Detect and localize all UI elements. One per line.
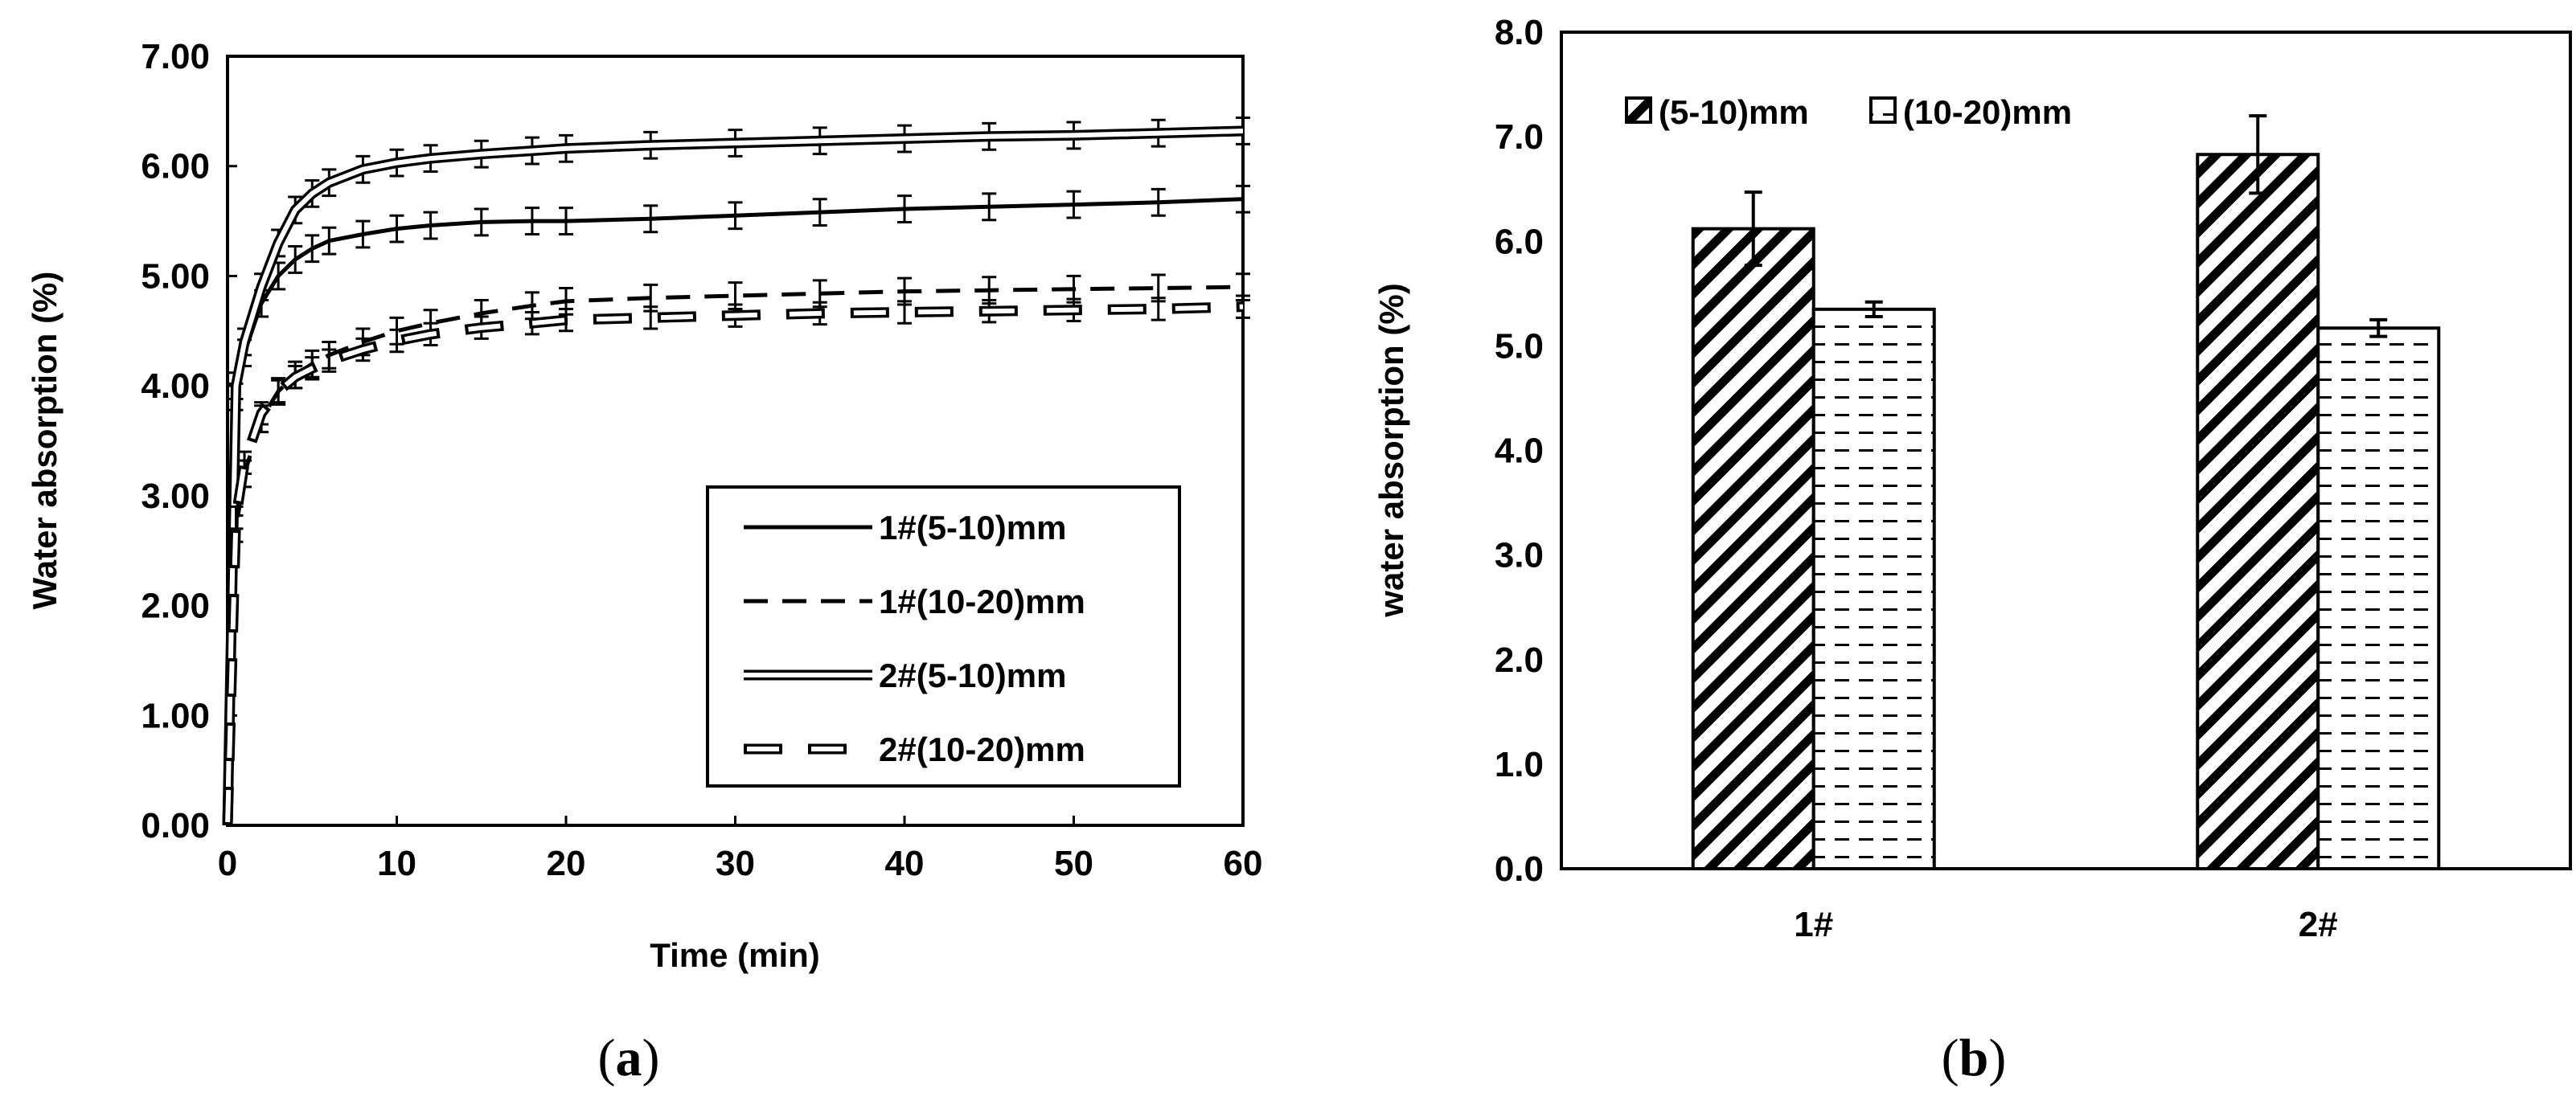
x-tick-label-a: 50 [1054, 844, 1093, 883]
x-tick-label-a: 40 [885, 844, 925, 883]
y-tick-label-b: 0.0 [1495, 849, 1544, 889]
y-tick-label-b: 1.0 [1495, 745, 1544, 784]
y-tick-label-a: 1.00 [141, 696, 210, 735]
x-tick-label-a: 30 [716, 844, 755, 883]
y-axis-title-a: Water absorption (%) [26, 272, 64, 610]
x-tick-label-a: 10 [377, 844, 416, 883]
y-tick-label-a: 7.00 [141, 37, 210, 76]
y-tick-labels-b: 0.0 1.0 2.0 3.0 4.0 5.0 6.0 7.0 8.0 [1495, 13, 1544, 889]
y-tick-label-a: 2.00 [141, 587, 210, 626]
y-tick-label-a: 5.00 [141, 256, 210, 296]
legend-box-a [706, 485, 1181, 788]
y-tick-label-b: 8.0 [1495, 13, 1544, 52]
legend-label-2-5-10: 2#(5-10)mm [879, 657, 1066, 694]
bars-group-b [1691, 114, 2441, 871]
x-tick-label-a: 60 [1224, 844, 1263, 883]
legend-label-10-20: (10-20)mm [1903, 93, 2072, 131]
series-2#(10-20)mm [222, 294, 1250, 826]
y-tick-label-a: 3.00 [141, 477, 210, 516]
caption-a: (a) [598, 1029, 660, 1087]
y-tick-label-b: 4.0 [1495, 432, 1544, 471]
series-line [225, 284, 1244, 826]
series-line [225, 197, 1244, 826]
legend-a: 1#(5-10)mm 1#(10-20)mm 2#(5-10)mm 2#(10-… [706, 485, 1181, 788]
y-tick-label-b: 2.0 [1495, 640, 1544, 680]
legend-label-5-10: (5-10)mm [1659, 93, 1809, 131]
caption-b: (b) [1942, 1029, 2007, 1087]
series-2#(5-10)mm [222, 117, 1250, 826]
y-tick-label-b: 3.0 [1495, 536, 1544, 575]
legend-label-1-10-20: 1#(10-20)mm [879, 583, 1085, 620]
x-tick-labels-b: 1# 2# [1794, 905, 2337, 944]
legend-b: (5-10)mm (10-20)mm [1625, 93, 2072, 131]
y-tick-label-a: 4.00 [141, 366, 210, 406]
series-line-inner [225, 129, 1244, 826]
series-group-a [222, 117, 1250, 826]
bar-(10-20)mm-2# [2316, 326, 2441, 871]
series-line-inner [225, 304, 1244, 826]
bar-(5-10)mm-1# [1691, 227, 1815, 870]
y-tick-labels-a: 0.00 1.00 2.00 3.00 4.00 5.00 6.00 7.00 [141, 37, 210, 845]
x-tick-label-a: 0 [218, 844, 237, 883]
x-tick-label-b: 2# [2299, 905, 2338, 944]
line-chart-panel-a: 0.00 1.00 2.00 3.00 4.00 5.00 6.00 7.00 0 10 20 30… [26, 37, 1262, 1087]
bar-(5-10)mm-2# [2196, 153, 2320, 870]
x-tick-labels-a: 0 10 20 30 40 50 60 [218, 844, 1263, 883]
legend-swatch-10-20 [1869, 96, 1897, 124]
legend-label-1-5-10: 1#(5-10)mm [879, 509, 1066, 546]
x-tick-label-b: 1# [1794, 905, 1833, 944]
x-axis-title-a: Time (min) [650, 936, 820, 974]
y-tick-label-b: 5.0 [1495, 326, 1544, 366]
y-tick-label-a: 6.00 [141, 147, 210, 186]
bar-(10-20)mm-1# [1811, 307, 1936, 870]
y-tick-label-b: 7.0 [1495, 117, 1544, 157]
legend-swatch-5-10 [1625, 96, 1652, 124]
legend-label-2-10-20: 2#(10-20)mm [879, 731, 1085, 768]
y-axis-title-b: water absorption (%) [1372, 283, 1410, 617]
y-tick-label-a: 0.00 [141, 806, 210, 845]
x-tick-label-a: 20 [547, 844, 586, 883]
bar-chart-panel-b: 0.0 1.0 2.0 3.0 4.0 5.0 6.0 7.0 8.0 1# 2# water a… [1372, 13, 2572, 1087]
y-tick-label-b: 6.0 [1495, 222, 1544, 261]
